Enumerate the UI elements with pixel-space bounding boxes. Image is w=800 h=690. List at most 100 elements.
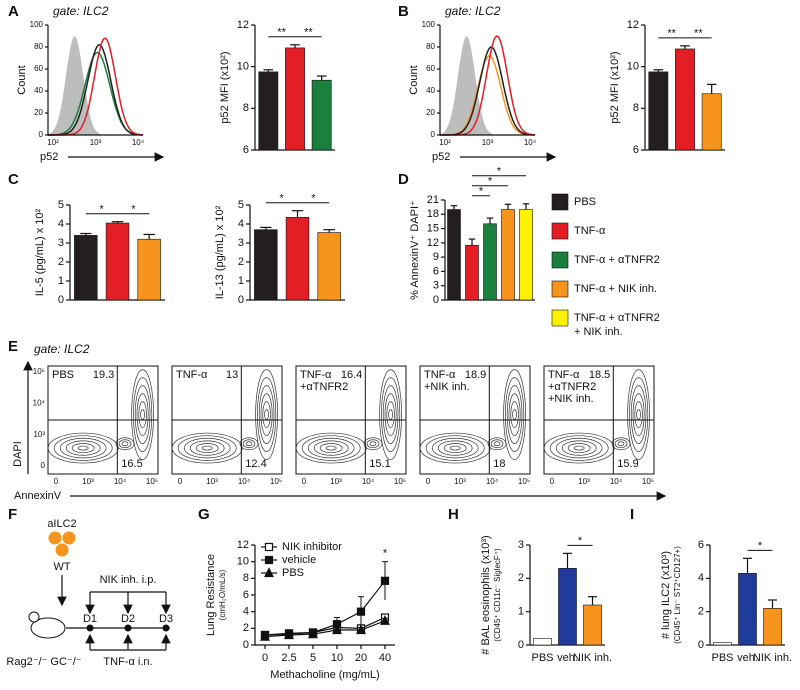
bar xyxy=(558,568,577,646)
contour xyxy=(437,440,473,456)
hist-y-tick: 40 xyxy=(426,86,435,95)
data-point xyxy=(380,614,390,625)
panel-letter: I xyxy=(630,506,634,523)
flow-label: +NIK inh. xyxy=(548,393,594,405)
contour xyxy=(369,441,377,447)
legend-label: NIK inhibitor xyxy=(282,541,342,553)
bar xyxy=(285,47,305,151)
contour xyxy=(573,445,585,451)
mouse xyxy=(30,617,66,639)
x-tick-label: NIK inh. xyxy=(573,652,612,664)
y-axis-label: # BAL eosinophils (x10³) xyxy=(480,535,492,654)
schematic-donor: WT xyxy=(53,561,70,573)
hist-x-tick: 10³ xyxy=(482,138,494,147)
bar xyxy=(763,608,782,646)
series-line xyxy=(264,580,386,636)
significance-label: ** xyxy=(304,27,313,39)
legend-marker xyxy=(264,567,274,578)
flow-y-tick: 10³ xyxy=(33,430,45,439)
flow-x-tick: 0 xyxy=(550,477,555,486)
flow-x-tick: 10⁴ xyxy=(486,477,499,486)
contour xyxy=(245,441,253,447)
y-tick-label: 10 xyxy=(627,61,639,73)
x-tick-label: PBS xyxy=(711,652,733,664)
y-axis-label: # lung ILC2 (x10³) xyxy=(660,551,672,639)
contour xyxy=(301,435,361,461)
hist-y-tick: 100 xyxy=(30,20,44,29)
x-tick-label: veh. xyxy=(557,652,578,664)
data-point xyxy=(284,629,294,640)
quadrant-value: 15.1 xyxy=(369,458,390,470)
y-tick-label: 12 xyxy=(627,19,639,31)
contour xyxy=(363,437,383,451)
hist-y-tick: 60 xyxy=(426,64,435,73)
y-tick-label: 6 xyxy=(698,539,704,551)
contour xyxy=(366,439,380,449)
hist-y-tick: 20 xyxy=(34,108,43,117)
panel-letter: F xyxy=(8,506,17,523)
histogram-negative xyxy=(48,36,143,135)
contour xyxy=(490,439,504,449)
flow-x-tick: 10⁵ xyxy=(642,477,654,486)
flow-x-tick: 10³ xyxy=(82,477,94,486)
y-tick-label: 6 xyxy=(633,144,639,156)
significance-label: * xyxy=(578,535,583,547)
flow-x-tick: 0 xyxy=(178,477,183,486)
y-tick-label: 0 xyxy=(698,639,704,651)
contour xyxy=(505,377,525,452)
y-tick-label: 3 xyxy=(58,237,64,249)
y-tick-label: 6 xyxy=(433,265,439,277)
y-axis-label: p52 MFI (x10²) xyxy=(219,51,231,123)
y-tick-label: 1 xyxy=(518,606,524,618)
cell xyxy=(55,543,69,557)
flow-x-tick: 10³ xyxy=(454,477,466,486)
flow-label: +NIK inh. xyxy=(424,381,470,393)
bar xyxy=(519,209,533,301)
flow-x-tick: 0 xyxy=(426,477,431,486)
flow-x-tick: 10⁵ xyxy=(394,477,406,486)
schematic-host: Rag2⁻/⁻ GC⁻/⁻ xyxy=(6,656,81,668)
contour xyxy=(313,440,349,456)
flow-y-tick: 0 xyxy=(41,461,46,470)
y-axis-label: p52 MFI (x10²) xyxy=(609,51,621,123)
contour xyxy=(133,377,153,452)
contour xyxy=(555,437,603,459)
y-tick-label: 0 xyxy=(518,639,524,651)
quadrant-value: 13 xyxy=(226,369,238,381)
x-tick-label: 40 xyxy=(379,652,391,664)
contour xyxy=(258,385,275,444)
flow-label: TNF-α xyxy=(424,369,456,381)
y-tick-label: 12 xyxy=(237,539,249,551)
quadrant-value: 18.5 xyxy=(589,369,610,381)
bar xyxy=(501,209,515,301)
flow-label: PBS xyxy=(52,369,74,381)
contour xyxy=(617,441,625,447)
legend-label: vehicle xyxy=(282,554,316,566)
y-tick-label: 8 xyxy=(243,572,249,584)
y-tick-label: 6 xyxy=(243,589,249,601)
significance-label: ** xyxy=(277,27,286,39)
contour xyxy=(611,437,631,451)
quadrant-value: 19.3 xyxy=(93,369,114,381)
bar xyxy=(648,71,669,151)
legend-label: TNF-α + αTNFR2 xyxy=(574,254,660,266)
bar xyxy=(285,217,310,301)
contour xyxy=(614,439,628,449)
contour xyxy=(503,369,526,460)
y-tick-label: 4 xyxy=(698,572,704,584)
significance-label: * xyxy=(383,548,388,560)
flow-label: TNF-α xyxy=(176,369,208,381)
flow-label: TNF-α xyxy=(548,369,580,381)
hist-x-tick: 10² xyxy=(439,138,451,147)
y-axis-label: IL-13 (pg/mL) x 10² xyxy=(214,205,226,299)
y-tick-label: 10 xyxy=(237,61,249,73)
contour xyxy=(307,437,355,459)
flow-y-label: DAPI xyxy=(12,441,24,467)
contour xyxy=(131,369,154,460)
flow-label: TNF-α xyxy=(300,369,332,381)
y-tick-label: 0 xyxy=(243,639,249,651)
contour xyxy=(183,437,231,459)
bar xyxy=(675,48,695,151)
bar xyxy=(701,93,722,151)
contour xyxy=(627,369,650,460)
